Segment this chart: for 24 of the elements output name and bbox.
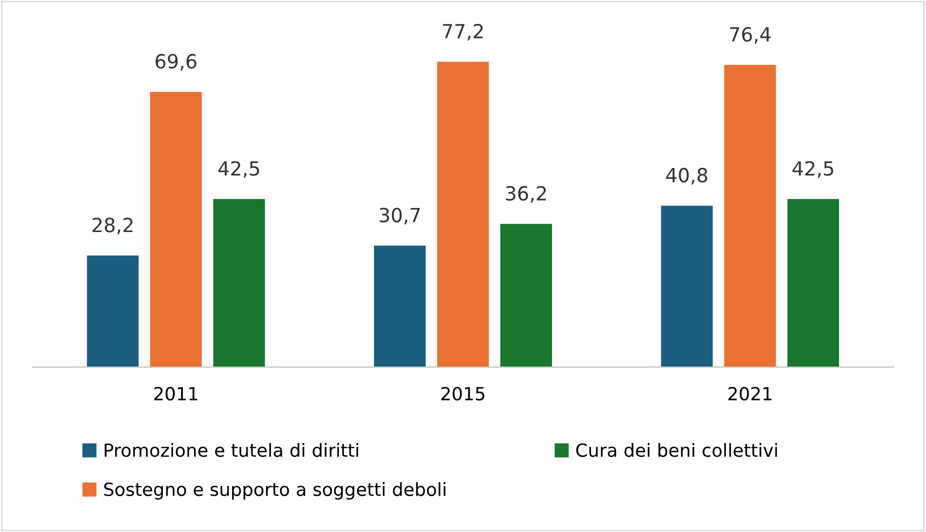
data-label: 76,4 [730, 27, 771, 44]
bar [661, 206, 713, 368]
data-label: 69,6 [156, 54, 196, 71]
bar [500, 224, 552, 368]
x-tick-label: 2021 [728, 386, 772, 400]
data-label: 30,7 [380, 208, 420, 224]
bar [86, 256, 139, 368]
bar [437, 62, 489, 368]
bar [213, 198, 265, 368]
bar [787, 198, 840, 368]
legend-label: Promozione e tutela di diritti [104, 443, 358, 457]
legend-label: Cura dei beni collettivi [576, 443, 777, 457]
bar [150, 92, 202, 368]
data-label: 28,2 [92, 218, 132, 234]
data-label: 42,5 [792, 161, 834, 178]
x-tick-label: 2011 [154, 386, 198, 400]
data-label: 40,8 [666, 168, 708, 184]
x-tick-label: 2015 [441, 386, 484, 400]
data-label: 77,2 [442, 24, 483, 41]
data-label: 42,5 [218, 161, 260, 178]
legend-label: Sostegno e supporto a soggetti deboli [104, 482, 446, 500]
data-label: 36,2 [506, 186, 546, 203]
bar [374, 246, 426, 368]
bar [724, 64, 776, 368]
